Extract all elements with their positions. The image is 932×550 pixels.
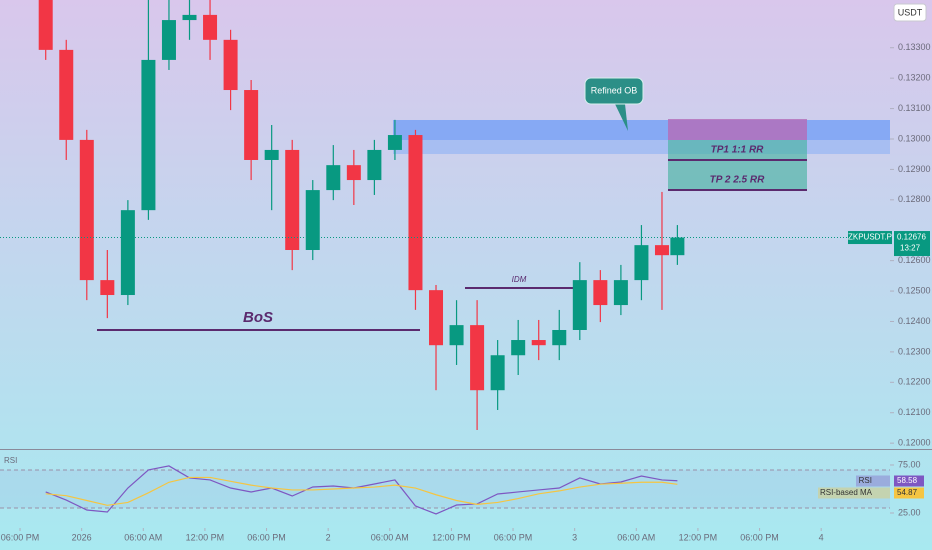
candle-body xyxy=(654,245,669,256)
callout-label: Refined OB xyxy=(591,85,638,95)
candle-body xyxy=(613,280,628,306)
candle-body xyxy=(59,49,74,140)
y-tick-label: 0.12600 xyxy=(898,255,931,265)
candle-body xyxy=(326,165,341,191)
legend-name: RSI-based MA xyxy=(820,488,873,497)
x-tick-label: 06:00 PM xyxy=(247,532,286,542)
candle-body xyxy=(346,165,361,181)
rsi-line xyxy=(45,465,678,515)
candle-body xyxy=(244,90,259,160)
candle-body xyxy=(408,135,423,291)
y-tick-label: 0.13300 xyxy=(898,42,931,52)
order-block xyxy=(393,120,890,140)
x-tick-label: 12:00 PM xyxy=(679,532,718,542)
y-tick-label: 0.13200 xyxy=(898,73,931,83)
rsi-tick-label: 75.00 xyxy=(898,459,921,469)
rsi-tick-label: 25.00 xyxy=(898,507,921,517)
candle-body xyxy=(490,355,505,391)
y-tick-label: 0.12400 xyxy=(898,316,931,326)
candle-body xyxy=(449,325,464,346)
tp1-label: TP1 1:1 RR xyxy=(711,145,765,156)
x-tick-label: 12:00 PM xyxy=(432,532,471,542)
rsi-pane xyxy=(45,465,678,515)
y-tick-label: 0.12300 xyxy=(898,346,931,356)
candle-body xyxy=(203,14,218,40)
rsi-title: RSI xyxy=(4,456,17,465)
target-zone xyxy=(668,140,807,190)
candle-body xyxy=(161,20,176,60)
candle-body xyxy=(100,280,115,296)
rsi-line xyxy=(45,476,678,506)
last-price-box xyxy=(894,231,930,257)
candle-body xyxy=(79,139,94,281)
currency-box xyxy=(893,3,927,22)
candle-body xyxy=(593,280,608,306)
x-tick-label: 4 xyxy=(819,532,824,542)
x-tick-label: 06:00 AM xyxy=(371,532,409,542)
y-tick-label: 0.12000 xyxy=(898,438,931,448)
candle-body xyxy=(470,325,485,391)
x-tick-label: 12:00 PM xyxy=(186,532,225,542)
candle-body xyxy=(387,135,402,150)
candle-body xyxy=(305,190,320,251)
candle-body xyxy=(182,14,197,21)
candle-body xyxy=(552,329,567,346)
legend-value: 54.87 xyxy=(897,488,918,497)
candle-body xyxy=(285,149,300,251)
x-tick-label: 06:00 PM xyxy=(1,532,40,542)
countdown: 13:27 xyxy=(900,244,921,253)
candle-body xyxy=(141,59,156,211)
candle-body xyxy=(223,39,238,91)
x-tick-label: 06:00 AM xyxy=(617,532,655,542)
x-tick-label: 06:00 PM xyxy=(494,532,533,542)
legend-name: RSI xyxy=(859,476,872,485)
candles xyxy=(38,0,685,431)
bos-label: BoS xyxy=(243,309,273,326)
candle-body xyxy=(572,280,587,330)
legend-value: 58.58 xyxy=(897,476,918,485)
candle-body xyxy=(511,340,526,356)
y-tick-label: 0.13100 xyxy=(898,103,931,113)
symbol-label: ZKPUSDT.P xyxy=(848,233,892,242)
x-tick-label: 2026 xyxy=(72,532,92,542)
y-tick-label: 0.12500 xyxy=(898,285,931,295)
candle-body xyxy=(120,210,135,296)
currency: USDT xyxy=(898,7,923,17)
candle-body xyxy=(38,0,53,50)
candle-body xyxy=(531,340,546,346)
callout-box xyxy=(584,77,644,105)
candle-body xyxy=(264,149,279,160)
last-price-label: 0.12676 xyxy=(897,233,926,242)
legend-value-box xyxy=(894,487,924,499)
candle-body xyxy=(429,290,444,346)
order-block-lower xyxy=(393,140,890,154)
rsi-band xyxy=(0,470,890,508)
legend-name-box xyxy=(818,487,890,499)
legend-value-box xyxy=(894,475,924,487)
entry-zone xyxy=(668,119,807,140)
y-tick-label: 0.12800 xyxy=(898,194,931,204)
y-tick-label: 0.13000 xyxy=(898,133,931,143)
legend-name-box xyxy=(856,475,890,487)
idm-label: IDM xyxy=(512,275,527,284)
candle-body xyxy=(670,237,685,256)
x-tick-label: 06:00 PM xyxy=(740,532,779,542)
y-tick-label: 0.12100 xyxy=(898,407,931,417)
callout-pointer xyxy=(615,104,628,131)
x-tick-label: 3 xyxy=(572,532,577,542)
tp2-label: TP 2 2.5 RR xyxy=(710,175,765,186)
x-tick-label: 2 xyxy=(326,532,331,542)
y-tick-label: 0.12900 xyxy=(898,164,931,174)
x-tick-label: 06:00 AM xyxy=(124,532,162,542)
candle-body xyxy=(634,245,649,281)
y-tick-label: 0.12200 xyxy=(898,377,931,387)
symbol-box xyxy=(848,231,892,245)
candle-body xyxy=(367,149,382,181)
